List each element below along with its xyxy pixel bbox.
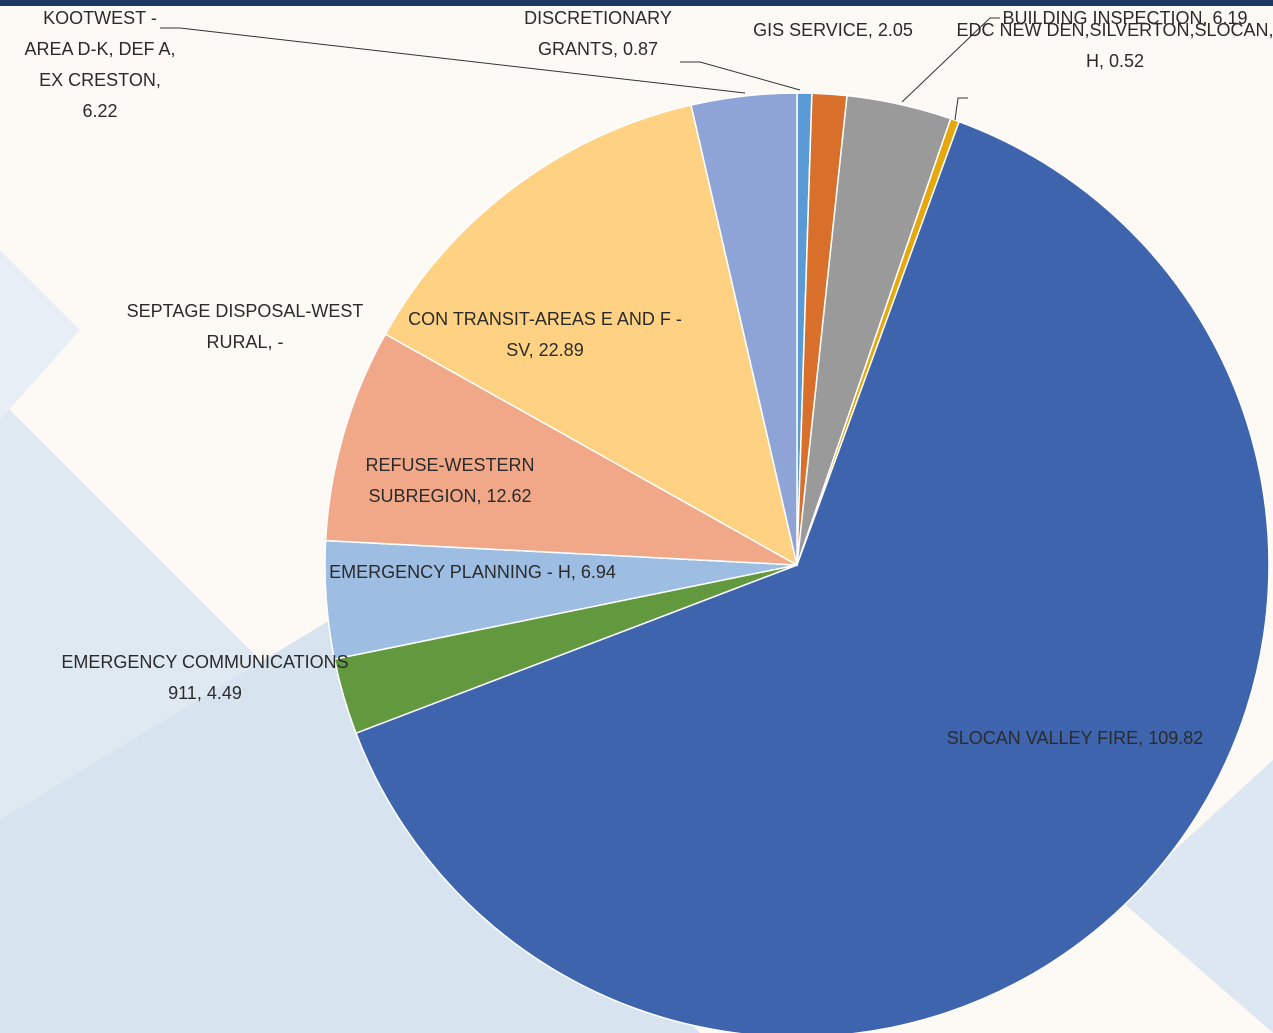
label-separator: , (155, 70, 166, 90)
category-name: EDC NEW DEN,SILVERTON,SLOCAN, H (956, 20, 1273, 71)
data-label: BUILDING INSPECTION, 6.19 (995, 3, 1255, 34)
value-label: - (277, 332, 284, 352)
value-label: 6.19 (1212, 8, 1248, 28)
data-label: EDC NEW DEN,SILVERTON,SLOCAN, H, 0.52 (950, 15, 1273, 77)
value-label: 109.82 (1148, 728, 1204, 748)
category-name: CON TRANSIT-AREAS E AND F - SV (408, 309, 682, 360)
value-label: 4.49 (206, 683, 242, 703)
value-label: 22.89 (538, 340, 584, 360)
background-shape (0, 250, 80, 420)
category-name: SLOCAN VALLEY FIRE (946, 728, 1139, 748)
data-label: SLOCAN VALLEY FIRE, 109.82 (940, 723, 1210, 754)
value-label: 2.05 (877, 20, 913, 40)
data-label: GIS SERVICE, 2.05 (728, 15, 938, 46)
leader-line (901, 17, 1000, 103)
value-label: 0.52 (1108, 51, 1145, 71)
label-separator: , (1138, 728, 1149, 748)
leader-line (954, 97, 968, 121)
leader-line (680, 61, 801, 91)
data-label: EMERGENCY PLANNING - H, 6.94 (325, 557, 620, 588)
leader-line (160, 27, 746, 94)
data-label: KOOTWEST - AREA D-K, DEF A, EX CRESTON, … (20, 3, 180, 127)
category-name: EMERGENCY PLANNING - H (329, 562, 571, 582)
data-label: REFUSE-WESTERN SUBREGION, 12.62 (335, 450, 565, 512)
pie-slice (324, 333, 798, 566)
category-name: REFUSE-WESTERN SUBREGION (365, 455, 535, 506)
label-separator: , (1098, 51, 1109, 71)
data-label: DISCRETIONARY GRANTS, 0.87 (498, 3, 698, 65)
label-separator: , (1202, 8, 1213, 28)
data-label: EMERGENCY COMMUNICATIONS 911, 4.49 (60, 647, 350, 709)
label-separator: , (612, 39, 623, 59)
pie-slice (355, 120, 1270, 1033)
category-name: GIS SERVICE (753, 20, 868, 40)
category-name: KOOTWEST - AREA D-K, DEF A, EX CRESTON (24, 8, 176, 90)
label-separator: , (867, 20, 878, 40)
category-name: BUILDING INSPECTION (1002, 8, 1203, 28)
category-name: DISCRETIONARY GRANTS (524, 8, 672, 59)
label-separator: , (267, 332, 278, 352)
pie-slice (690, 92, 798, 566)
value-label: 6.94 (580, 562, 616, 582)
label-separator: , (476, 486, 487, 506)
data-label: SEPTAGE DISPOSAL-WEST RURAL, - (95, 296, 395, 358)
category-name: EMERGENCY COMMUNICATIONS 911 (61, 652, 349, 703)
label-separator: , (570, 562, 581, 582)
pie-slice (384, 104, 799, 567)
value-label: 6.22 (82, 101, 118, 121)
value-label: 12.62 (486, 486, 532, 506)
top-bar (0, 0, 1273, 6)
background-shape (1120, 760, 1273, 1033)
data-label: CON TRANSIT-AREAS E AND F - SV, 22.89 (395, 304, 695, 366)
category-name: SEPTAGE DISPOSAL-WEST RURAL (126, 301, 364, 352)
label-separator: , (196, 683, 207, 703)
value-label: 0.87 (622, 39, 659, 59)
label-separator: , (528, 340, 539, 360)
